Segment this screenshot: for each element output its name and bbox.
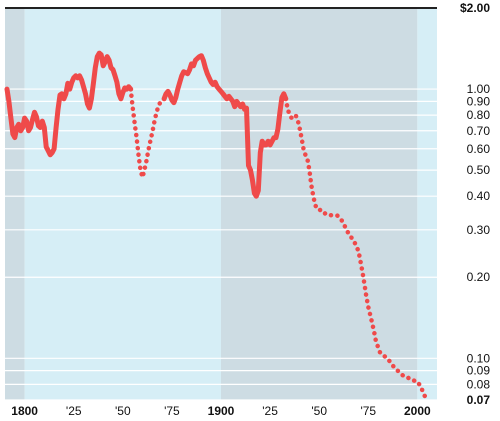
x-tick-label-1: '25 <box>66 404 82 418</box>
x-tick-label-6: '50 <box>311 404 327 418</box>
y-tick-label-1: 1.00 <box>467 82 491 96</box>
x-tick-label-3: '75 <box>164 404 180 418</box>
x-tick-label-2: '50 <box>115 404 131 418</box>
y-tick-label-7: 0.40 <box>467 189 491 203</box>
gridlines <box>5 88 437 401</box>
series-segment-1-dotted <box>128 86 167 180</box>
x-axis-tick-labels: 1800 '25 '50 '75 1900 '25 '50 '75 2000 <box>11 404 431 418</box>
y-tick-label-9: 0.20 <box>467 270 491 284</box>
y-tick-label-5: 0.60 <box>467 142 491 156</box>
series-segment-2-solid <box>161 53 289 199</box>
x-tick-label-4: 1900 <box>208 404 235 418</box>
y-tick-label-2: 0.90 <box>467 94 491 108</box>
series-segment-3-dotted <box>283 96 428 399</box>
x-tick-label-0: 1800 <box>11 404 38 418</box>
y-tick-label-11: 0.09 <box>467 364 491 378</box>
x-tick-label-7: '75 <box>360 404 376 418</box>
era-band-0 <box>5 8 25 400</box>
y-tick-label-10: 0.10 <box>467 351 491 365</box>
x-tick-label-8: 2000 <box>404 404 431 418</box>
y-tick-label-0: $2.00 <box>460 1 490 15</box>
y-axis-tick-labels: $2.00 1.000.900.80 0.70 0.60 0.50 0.40 0.30 0.2… <box>460 1 490 407</box>
era-band-3 <box>417 8 437 400</box>
era-bands <box>5 8 437 400</box>
y-tick-label-4: 0.70 <box>467 124 491 138</box>
y-tick-label-6: 0.50 <box>467 163 491 177</box>
series-segment-0-solid <box>4 50 134 158</box>
price-series <box>4 50 428 399</box>
era-band-2 <box>221 8 418 400</box>
y-tick-label-3: 0.80 <box>467 108 491 122</box>
y-tick-label-13: 0.07 <box>467 393 491 407</box>
y-tick-label-8: 0.30 <box>467 223 491 237</box>
x-tick-label-5: '25 <box>262 404 278 418</box>
y-tick-label-12: 0.08 <box>467 377 491 391</box>
